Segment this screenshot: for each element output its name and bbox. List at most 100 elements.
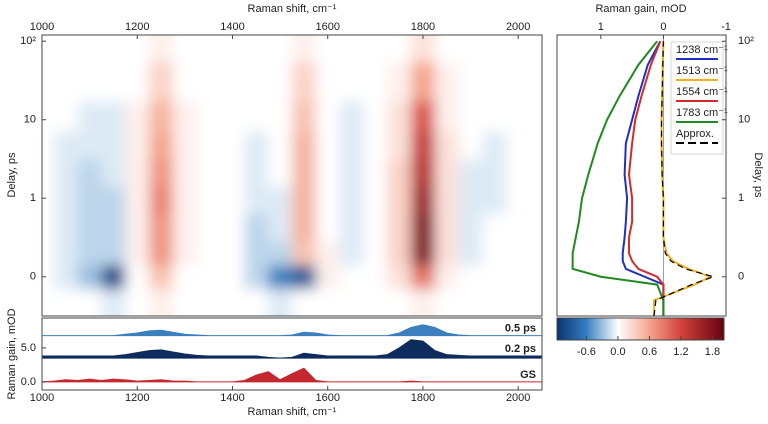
heatmap-cell	[268, 132, 292, 160]
heatmap-cell	[387, 159, 411, 187]
heatmap-cell	[54, 15, 78, 62]
heatmap-cell	[149, 101, 173, 132]
heatmap-cell	[125, 241, 149, 265]
heatmap-cell	[482, 214, 506, 242]
heatmap-cell	[221, 241, 245, 265]
map-y-title: Delay, ps	[6, 152, 18, 198]
heatmap-cell	[435, 132, 459, 160]
heatmap-cell	[102, 186, 126, 214]
heatmap-cell	[459, 186, 483, 214]
heatmap-cell	[435, 289, 459, 331]
heatmap-cell	[197, 62, 221, 102]
heatmap-cell	[173, 265, 197, 289]
heatmap-cell	[411, 241, 435, 265]
heatmap-cell	[221, 159, 245, 187]
heatmap-cell	[268, 265, 292, 289]
heatmap-cell	[387, 101, 411, 132]
heatmap-cell	[363, 186, 387, 214]
heatmap-cell	[435, 265, 459, 289]
heatmap-cell	[102, 214, 126, 242]
heatmap-cell	[125, 214, 149, 242]
heatmap-cell	[482, 132, 506, 160]
colorbar-segment	[681, 318, 724, 340]
heatmap-cell	[173, 289, 197, 331]
heatmap-cell	[10, 62, 54, 102]
x-tick-label: 1600	[315, 392, 339, 404]
heatmap-cell	[292, 241, 316, 265]
heatmap-cell	[173, 241, 197, 265]
heatmap-cell	[530, 62, 574, 102]
heatmap-cell	[340, 15, 364, 62]
heatmap-cell	[78, 101, 102, 132]
heatmap-cell	[268, 15, 292, 62]
colorbar-segment	[586, 318, 618, 340]
heatmap-cell	[125, 62, 149, 102]
y-tick-label: 0	[30, 271, 36, 283]
heatmap-cell	[78, 265, 102, 289]
heatmap-cell	[78, 241, 102, 265]
heatmap-cell	[482, 15, 506, 62]
heatmap-cell	[173, 159, 197, 187]
heatmap-cell	[221, 62, 245, 102]
heatmap-cell	[292, 186, 316, 214]
heatmap-cell	[411, 186, 435, 214]
heatmap-cell	[102, 241, 126, 265]
heatmap-cell	[78, 159, 102, 187]
legend-label: 1513 cm⁻¹	[676, 65, 728, 77]
x-tick-label: 2000	[506, 392, 530, 404]
heatmap-cell	[316, 62, 340, 102]
heatmap-cell	[530, 15, 574, 62]
heatmap-cell	[244, 159, 268, 187]
y-tick-label: 10	[738, 114, 750, 126]
heatmap-cell	[459, 289, 483, 331]
x-tick-label: 0	[660, 21, 666, 33]
heatmap-cell	[197, 15, 221, 62]
heatmap-cell	[292, 159, 316, 187]
y-tick-label: 5.0	[21, 342, 36, 354]
heatmap-cell	[268, 214, 292, 242]
heatmap-cell	[316, 214, 340, 242]
heatmap-cell	[387, 62, 411, 102]
series-label: 0.5 ps	[505, 323, 536, 335]
heatmap-cell	[78, 214, 102, 242]
heatmap-cell	[459, 132, 483, 160]
colorbar-segment	[649, 318, 681, 340]
series-label: GS	[520, 369, 536, 381]
legend-label: 1783 cm⁻¹	[676, 107, 728, 119]
heatmap-cell	[459, 62, 483, 102]
heatmap-cell	[506, 214, 530, 242]
heatmap-cell	[530, 101, 574, 132]
heatmap-cell	[292, 289, 316, 331]
heatmap-cell	[244, 214, 268, 242]
heatmap-cell	[102, 101, 126, 132]
heatmap-cell	[78, 186, 102, 214]
heatmap-cell	[411, 132, 435, 160]
spectra-x-title: Raman shift, cm⁻¹	[248, 406, 337, 418]
heatmap-cell	[197, 289, 221, 331]
heatmap-cell	[173, 15, 197, 62]
heatmap-cell	[54, 186, 78, 214]
heatmap-cell	[197, 186, 221, 214]
y-tick-label: 0	[738, 271, 744, 283]
heatmap-cell	[149, 214, 173, 242]
heatmap-cell	[387, 289, 411, 331]
heatmap-cell	[149, 159, 173, 187]
heatmap-cell	[316, 186, 340, 214]
heatmap-cell	[411, 265, 435, 289]
heatmap-cell	[268, 101, 292, 132]
kinetics-x-title: Raman gain, mOD	[595, 3, 686, 15]
heatmap-cell	[387, 15, 411, 62]
heatmap-cell	[459, 214, 483, 242]
heatmap-cell	[149, 186, 173, 214]
x-tick-label: 0.0	[610, 346, 625, 358]
heatmap-cell	[173, 214, 197, 242]
heatmap-cell	[459, 159, 483, 187]
heatmap-cell	[530, 132, 574, 160]
heatmap-cell	[125, 132, 149, 160]
y-tick-label: 1	[738, 192, 744, 204]
heatmap-cell	[340, 101, 364, 132]
heatmap	[10, 15, 574, 331]
legend-label: 1554 cm⁻¹	[676, 86, 728, 98]
heatmap-cell	[482, 62, 506, 102]
heatmap-cell	[149, 15, 173, 62]
